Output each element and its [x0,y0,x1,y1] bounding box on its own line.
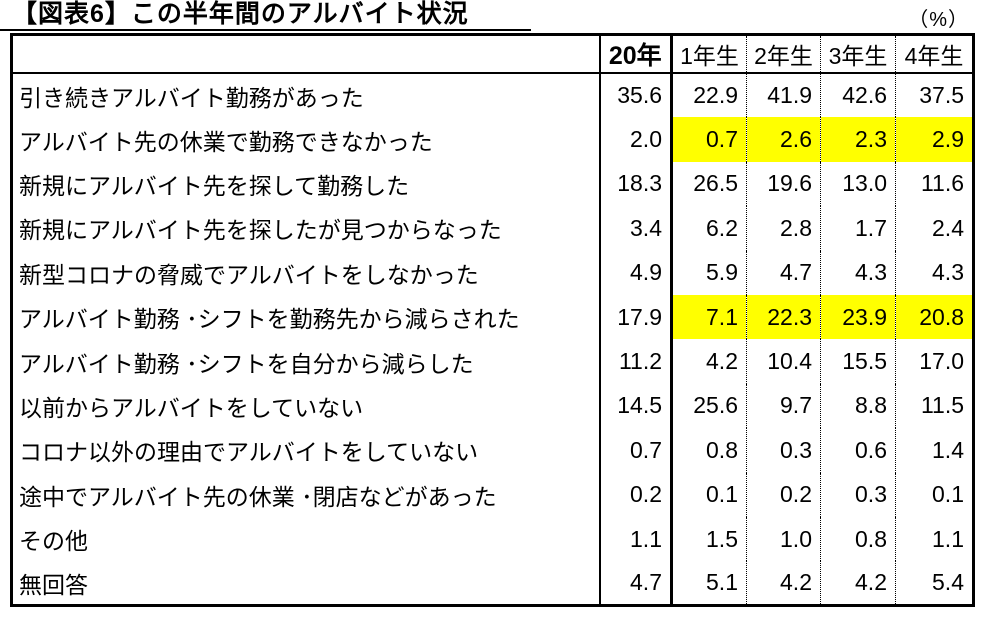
value-cell-2nensei: 1.0 [746,516,821,562]
column-header-1nensei: 1年生 [671,34,747,74]
value-cell-3nensei: 42.6 [820,73,896,118]
value-cell-3nensei: 8.8 [820,383,896,429]
row-label: 途中でアルバイト先の休業 ･閉店などがあった [11,472,601,517]
value-cell-1nensei: 25.6 [671,383,747,429]
unit-label: （%） [908,9,969,31]
value-cell-4nensei: 1.4 [932,436,964,463]
value-cell-4nensei: 37.5 [919,82,964,109]
value-cell-1nensei: 4.2 [671,339,747,384]
value-cell-4nensei: 2.9 [895,117,974,162]
table-row: アルバイト勤務 ･シフトを勤務先から減らされた 17.9 7.1 22.3 23… [11,294,974,340]
table-row: その他 1.1 1.5 1.0 0.8 1.1 [11,516,974,562]
table-row: 新型コロナの脅威でアルバイトをしなかった 4.9 5.9 4.7 4.3 4.3 [11,250,974,295]
value-cell-3nensei: 4.3 [820,250,896,295]
value-cell-2nensei: 2.6 [746,117,821,162]
row-label: コロナ以外の理由でアルバイトをしていない [11,428,601,473]
value-cell-4nensei: 11.5 [920,392,964,419]
table-row: アルバイト先の休業で勤務できなかった 2.0 0.7 2.6 2.3 2.9 [11,117,974,162]
value-cell-3nensei: 0.3 [820,472,896,517]
value-cell-3nensei: 1.7 [820,206,896,251]
value-cell-1nensei: 6.2 [671,206,747,251]
table-row: 引き続きアルバイト勤務があった 35.6 22.9 41.9 42.6 37.5 [11,73,974,118]
value-cell-2nensei: 22.3 [746,294,821,340]
column-header-2nensei: 2年生 [746,34,821,74]
value-cell-4nensei: 11.6 [920,170,964,197]
value-cell-1nensei: 0.8 [671,428,747,473]
value-cell-2nensei: 0.2 [746,472,821,517]
value-cell-4nensei: 0.1 [932,481,964,508]
value-cell-1nensei: 0.1 [671,472,747,517]
value-cell-20nen: 4.9 [599,250,673,295]
row-label: アルバイト勤務 ･シフトを自分から減らした [11,339,601,384]
table-row: 以前からアルバイトをしていない 14.5 25.6 9.7 8.8 11.5 [11,383,974,429]
value-cell-4nensei: 20.8 [895,294,974,340]
value-cell-20nen: 1.1 [599,516,673,562]
row-label: その他 [11,516,601,562]
row-label: 新規にアルバイト先を探して勤務した [11,161,601,207]
row-label: 引き続きアルバイト勤務があった [11,73,601,118]
value-cell-4nensei: 4.3 [932,259,964,286]
value-cell-1nensei: 22.9 [671,73,747,118]
value-cell-20nen: 3.4 [599,206,673,251]
value-cell-20nen: 0.7 [599,428,673,473]
header-row: 20年 1年生 2年生 3年生 4年生 [11,34,974,74]
value-cell-2nensei: 10.4 [746,339,821,384]
value-cell-1nensei: 0.7 [671,117,747,162]
value-cell-2nensei: 19.6 [746,161,821,207]
value-cell-3nensei: 4.2 [820,561,896,606]
value-cell-3nensei: 0.6 [820,428,896,473]
row-header-spacer [11,34,601,74]
value-cell-3nensei: 23.9 [820,294,896,340]
row-label: アルバイト勤務 ･シフトを勤務先から減らされた [11,294,601,340]
table-row: 途中でアルバイト先の休業 ･閉店などがあった 0.2 0.1 0.2 0.3 0… [11,472,974,517]
row-label: 無回答 [11,561,601,606]
row-label: 新型コロナの脅威でアルバイトをしなかった [11,250,601,295]
value-cell-20nen: 14.5 [599,383,673,429]
value-cell-4nensei: 1.1 [932,525,964,552]
value-cell-2nensei: 2.8 [746,206,821,251]
value-cell-2nensei: 41.9 [746,73,821,118]
value-cell-20nen: 0.2 [599,472,673,517]
value-cell-2nensei: 4.2 [746,561,821,606]
value-cell-20nen: 2.0 [599,117,673,162]
value-cell-1nensei: 26.5 [671,161,747,207]
value-cell-20nen: 17.9 [599,294,673,340]
value-cell-3nensei: 2.3 [820,117,896,162]
column-header-4nensei: 4年生 [895,34,974,74]
value-cell-20nen: 11.2 [599,339,673,384]
value-cell-1nensei: 7.1 [671,294,747,340]
value-cell-4nensei: 2.4 [932,214,964,241]
value-cell-20nen: 35.6 [599,73,673,118]
value-cell-2nensei: 0.3 [746,428,821,473]
table-row: 新規にアルバイト先を探したが見つからなった 3.4 6.2 2.8 1.7 2.… [11,206,974,251]
value-cell-1nensei: 5.1 [671,561,747,606]
column-header-20nen: 20年 [599,34,673,74]
value-cell-4nensei: 17.0 [919,348,964,375]
table-row: 無回答 4.7 5.1 4.2 4.2 5.4 [11,561,974,606]
value-cell-4nensei: 5.4 [932,569,964,596]
value-cell-3nensei: 0.8 [820,516,896,562]
row-label: 新規にアルバイト先を探したが見つからなった [11,206,601,251]
value-cell-1nensei: 1.5 [671,516,747,562]
value-cell-1nensei: 5.9 [671,250,747,295]
row-label: 以前からアルバイトをしていない [11,383,601,429]
table-row: アルバイト勤務 ･シフトを自分から減らした 11.2 4.2 10.4 15.5… [11,339,974,384]
value-cell-20nen: 18.3 [599,161,673,207]
table-row: 新規にアルバイト先を探して勤務した 18.3 26.5 19.6 13.0 11… [11,161,974,207]
table-row: コロナ以外の理由でアルバイトをしていない 0.7 0.8 0.3 0.6 1.4 [11,428,974,473]
value-cell-3nensei: 15.5 [820,339,896,384]
value-cell-2nensei: 4.7 [746,250,821,295]
figure-title: 【図表6】この半年間のアルバイト状況 [0,0,531,31]
column-header-3nensei: 3年生 [820,34,896,74]
table-body: 引き続きアルバイト勤務があった 35.6 22.9 41.9 42.6 37.5… [11,73,974,606]
row-label: アルバイト先の休業で勤務できなかった [11,117,601,162]
baito-status-table: 20年 1年生 2年生 3年生 4年生 引き続きアルバイト勤務があった 35.6… [10,33,975,608]
value-cell-3nensei: 13.0 [820,161,896,207]
table-header: 20年 1年生 2年生 3年生 4年生 [11,34,974,74]
value-cell-2nensei: 9.7 [746,383,821,429]
value-cell-20nen: 4.7 [599,561,673,606]
